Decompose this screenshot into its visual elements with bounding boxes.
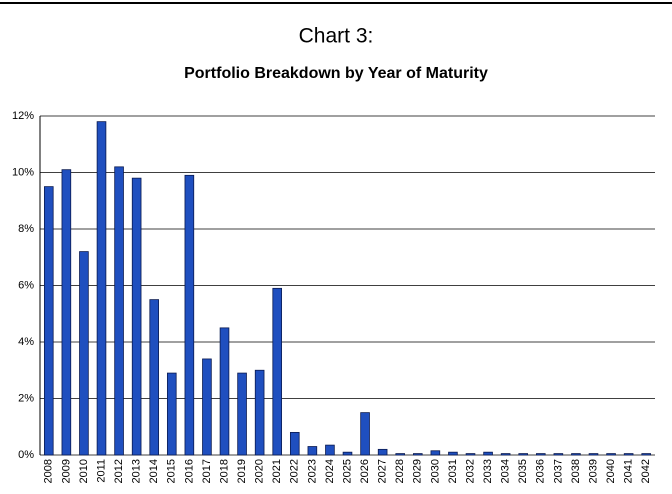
- y-tick-label: 10%: [12, 166, 34, 178]
- bar: [307, 446, 318, 456]
- x-tick-label: 2015: [166, 459, 178, 483]
- bar: [114, 166, 124, 456]
- bar: [553, 453, 564, 456]
- x-tick-label: 2033: [482, 459, 494, 483]
- x-tick-label: 2031: [447, 459, 459, 483]
- x-tick-label: 2017: [201, 459, 213, 483]
- x-tick-label: 2042: [640, 459, 652, 483]
- bar: [61, 169, 72, 456]
- bar: [500, 453, 511, 456]
- bar: [395, 453, 406, 456]
- x-tick-label: 2039: [587, 459, 599, 483]
- bar: [237, 372, 247, 456]
- bar: [202, 358, 212, 456]
- x-tick-label: 2008: [43, 459, 55, 483]
- bar: [43, 186, 54, 456]
- bar: [166, 372, 177, 456]
- x-tick-label: 2035: [517, 459, 529, 483]
- x-tick-label: 2027: [377, 459, 389, 483]
- x-tick-label: 2026: [359, 459, 371, 483]
- x-tick-label: 2023: [306, 459, 318, 483]
- x-tick-label: 2019: [236, 459, 248, 483]
- x-tick-label: 2018: [218, 459, 230, 483]
- x-tick-label: 2037: [552, 459, 564, 483]
- bar: [377, 448, 388, 456]
- bar: [430, 450, 441, 456]
- x-tick-label: 2011: [95, 459, 107, 483]
- bar: [535, 453, 546, 456]
- bar: [289, 431, 300, 456]
- bar: [360, 412, 370, 456]
- bar: [465, 453, 476, 456]
- bar: [606, 453, 616, 456]
- x-tick-label: 2025: [341, 459, 353, 483]
- x-tick-label: 2038: [570, 459, 582, 483]
- bar: [149, 299, 160, 456]
- chart-title: Chart 3:: [299, 25, 374, 48]
- bar: [483, 451, 493, 456]
- x-tick-label: 2020: [254, 459, 266, 483]
- x-tick-label: 2010: [78, 459, 90, 483]
- bar: [518, 453, 529, 456]
- y-tick-label: 2%: [18, 392, 34, 404]
- x-tick-label: 2021: [271, 459, 283, 483]
- bar: [184, 174, 195, 456]
- bar: [325, 444, 335, 456]
- x-tick-label: 2036: [535, 459, 547, 483]
- x-tick-label: 2034: [500, 459, 512, 483]
- x-tick-label: 2041: [623, 459, 635, 483]
- x-tick-label: 2040: [605, 459, 617, 483]
- bar: [448, 451, 458, 456]
- bar: [571, 453, 581, 456]
- x-tick-label: 2014: [148, 459, 160, 483]
- bar: [254, 369, 265, 456]
- bar: [588, 453, 599, 456]
- chart-subtitle: Portfolio Breakdown by Year of Maturity: [184, 65, 488, 82]
- bar: [412, 453, 423, 456]
- bar: [623, 453, 634, 456]
- y-tick-label: 6%: [18, 279, 34, 291]
- x-tick-label: 2024: [324, 459, 336, 483]
- x-tick-label: 2013: [131, 459, 143, 483]
- x-tick-label: 2016: [183, 459, 195, 483]
- bar: [342, 451, 353, 456]
- bar: [219, 327, 230, 456]
- x-tick-label: 2032: [464, 459, 476, 483]
- bar: [79, 251, 89, 456]
- bar: [96, 121, 107, 456]
- y-tick-label: 4%: [18, 336, 34, 348]
- y-tick-label: 12%: [12, 110, 34, 122]
- x-tick-label: 2009: [60, 459, 72, 483]
- y-tick-label: 0%: [18, 449, 34, 461]
- bar: [641, 453, 652, 456]
- y-tick-label: 8%: [18, 223, 34, 235]
- x-tick-label: 2029: [412, 459, 424, 483]
- x-tick-label: 2028: [394, 459, 406, 483]
- x-tick-label: 2022: [289, 459, 301, 483]
- x-tick-label: 2030: [429, 459, 441, 483]
- x-tick-label: 2012: [113, 459, 125, 483]
- bar: [131, 177, 142, 456]
- bar: [272, 287, 283, 456]
